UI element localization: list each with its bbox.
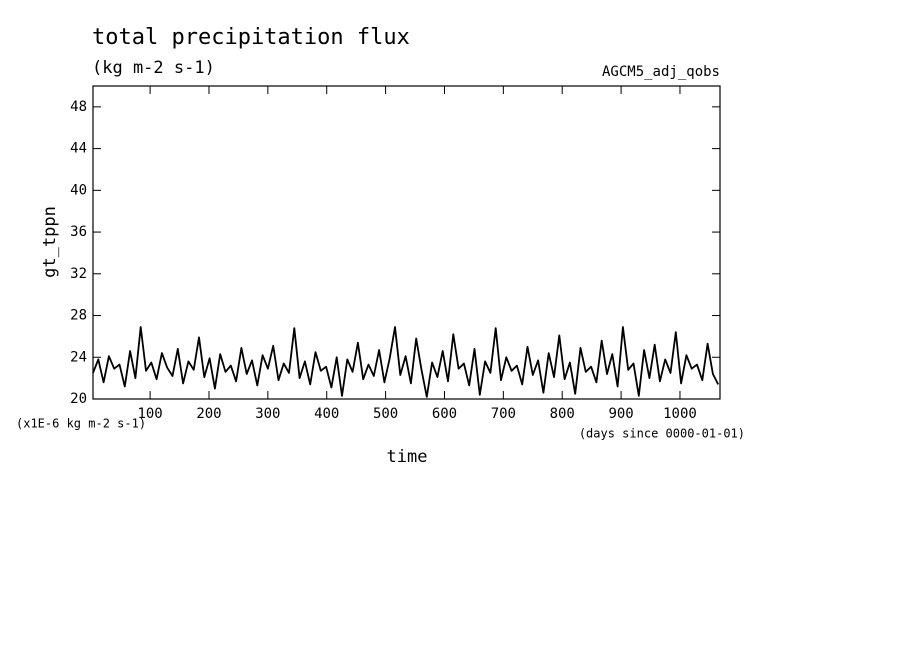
x-tick-label: 500 <box>373 406 398 422</box>
x-unit-note: (days since 0000-01-01) <box>579 427 745 441</box>
y-tick-label: 36 <box>70 224 87 240</box>
y-axis-label: gt_tppn <box>40 206 60 278</box>
x-tick-label: 1000 <box>663 406 697 422</box>
y-tick-label: 28 <box>70 308 87 324</box>
x-tick-label: 200 <box>196 406 221 422</box>
y-tick-label: 24 <box>70 349 87 365</box>
x-tick-label: 600 <box>432 406 457 422</box>
x-tick-label: 900 <box>608 406 633 422</box>
y-tick-label: 32 <box>70 266 87 282</box>
data-line <box>92 326 720 398</box>
y-tick-label: 40 <box>70 182 87 198</box>
x-tick-label: 400 <box>314 406 339 422</box>
chart-title: total precipitation flux <box>92 25 410 50</box>
x-tick-label: 100 <box>137 406 162 422</box>
x-tick-label: 800 <box>550 406 575 422</box>
y-tick-label: 48 <box>70 99 87 115</box>
y-tick-label: 44 <box>70 141 87 157</box>
x-axis-label: time <box>387 447 428 467</box>
plot-frame <box>92 85 721 400</box>
dataset-label: AGCM5_adj_qobs <box>602 64 720 80</box>
y-tick-label: 20 <box>70 391 87 407</box>
chart-subtitle: (kg m-2 s-1) <box>92 58 215 78</box>
x-tick-label: 300 <box>255 406 280 422</box>
x-tick-label: 700 <box>491 406 516 422</box>
y-unit-note: (x1E-6 kg m-2 s-1) <box>16 417 146 431</box>
